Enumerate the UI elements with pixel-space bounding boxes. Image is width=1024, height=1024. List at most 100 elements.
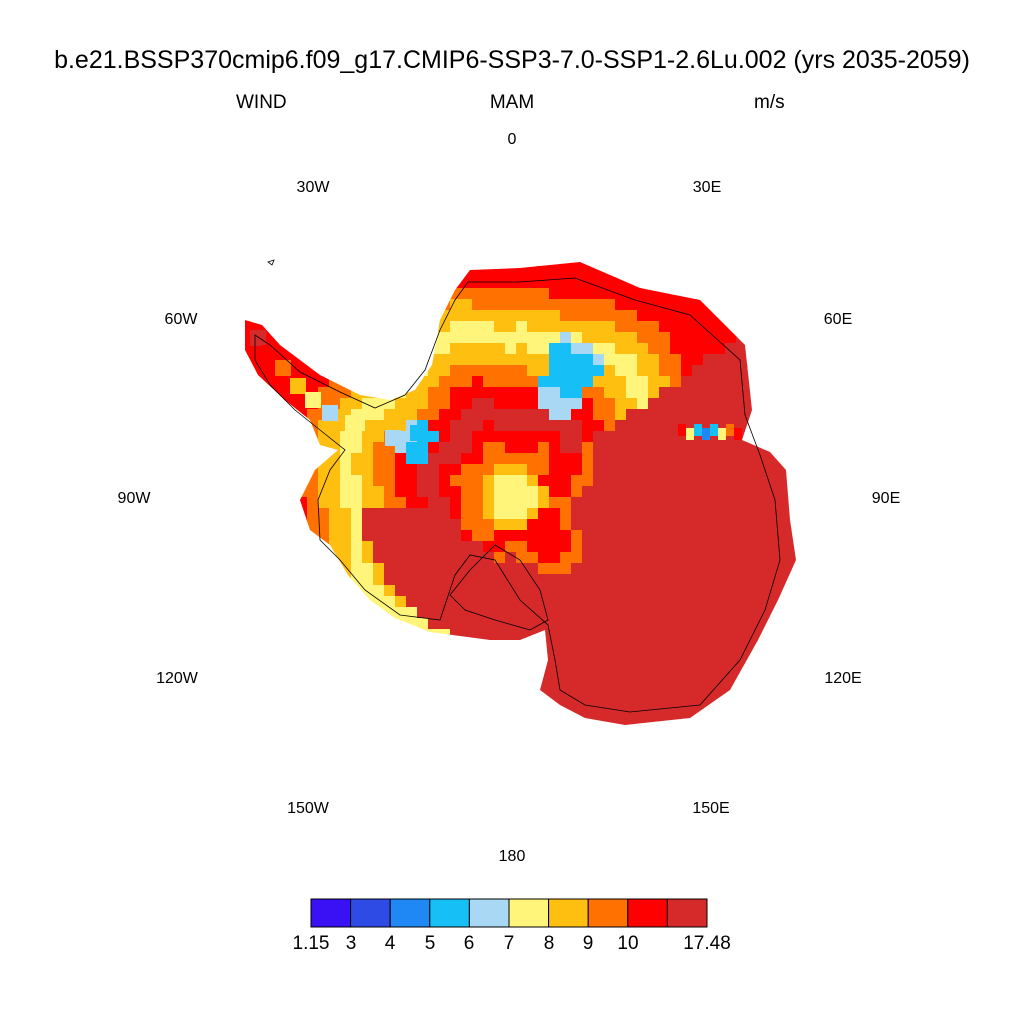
field-cell — [637, 662, 649, 674]
field-cell — [758, 552, 770, 564]
field-cell — [472, 398, 484, 410]
field-cell — [307, 717, 319, 725]
field-cell — [692, 563, 704, 575]
lon-label-90e: 90E — [871, 490, 901, 507]
field-cell — [571, 563, 583, 575]
field-cell — [802, 607, 814, 619]
field-cell — [439, 530, 451, 542]
field-cell — [582, 607, 594, 619]
field-cell — [725, 442, 737, 454]
field-cell — [230, 662, 242, 674]
field-cell — [714, 277, 726, 289]
field-cell — [252, 453, 264, 465]
field-cell — [406, 464, 418, 476]
field-cell — [626, 717, 638, 725]
field-cell — [461, 530, 473, 542]
field-cell — [703, 442, 715, 454]
field-cell — [582, 442, 594, 454]
field-cell — [571, 618, 583, 630]
field-cell — [516, 409, 528, 421]
field-cell — [395, 618, 407, 630]
field-cell — [714, 596, 726, 608]
field-cell — [780, 563, 792, 575]
field-cell — [571, 541, 583, 553]
field-cell — [274, 673, 286, 685]
field-cell — [351, 376, 363, 388]
field-cell — [527, 684, 539, 696]
field-cell — [516, 398, 528, 410]
field-cell — [725, 728, 737, 740]
field-cell — [703, 343, 715, 355]
field-cell — [450, 288, 462, 300]
field-cell — [681, 376, 693, 388]
field-cell — [450, 277, 462, 289]
field-cell — [747, 519, 759, 531]
field-cell — [395, 343, 407, 355]
field-cell — [681, 475, 693, 487]
field-cell — [692, 717, 704, 725]
field-cell — [351, 673, 363, 685]
field-cell — [725, 398, 737, 410]
field-cell — [516, 310, 528, 322]
field-cell — [296, 574, 308, 586]
field-cell — [245, 442, 253, 454]
field-cell — [758, 266, 770, 278]
field-cell — [747, 673, 759, 685]
field-cell — [263, 673, 275, 685]
field-cell — [758, 662, 770, 674]
field-cell — [637, 695, 649, 707]
field-cell — [351, 354, 363, 366]
field-cell — [395, 651, 407, 663]
field-cell — [472, 673, 484, 685]
field-cell — [505, 541, 517, 553]
field-cell — [274, 662, 286, 674]
field-cell — [428, 453, 440, 465]
field-cell — [307, 442, 319, 454]
field-cell — [714, 310, 726, 322]
field-cell — [494, 607, 506, 619]
field-cell — [428, 618, 440, 630]
field-cell — [351, 530, 363, 542]
field-cell — [439, 640, 451, 652]
field-cell — [439, 684, 451, 696]
field-cell — [560, 618, 572, 630]
field-cell — [582, 409, 594, 421]
field-cell — [758, 618, 770, 630]
field-cell — [648, 497, 660, 509]
field-cell — [406, 673, 418, 685]
field-cell — [274, 629, 286, 641]
field-cell — [791, 431, 796, 443]
field-cell — [307, 585, 319, 597]
field-cell — [230, 398, 242, 410]
field-cell — [285, 475, 297, 487]
field-cell — [494, 618, 506, 630]
field-cell — [494, 486, 506, 498]
field-cell — [516, 420, 528, 432]
field-cell — [274, 321, 286, 333]
field-cell — [285, 486, 297, 498]
field-cell — [351, 321, 363, 333]
field-cell — [252, 431, 264, 443]
field-cell — [626, 563, 638, 575]
field-cell — [417, 651, 429, 663]
field-cell — [527, 662, 539, 674]
field-cell — [245, 695, 253, 707]
field-cell — [582, 629, 594, 641]
field-cell — [769, 277, 781, 289]
field-cell — [769, 442, 781, 454]
field-cell — [758, 651, 770, 663]
field-cell — [505, 563, 517, 575]
field-cell — [285, 673, 297, 685]
field-cell — [571, 442, 583, 454]
field-cell — [351, 387, 363, 399]
field-cell — [571, 728, 583, 740]
field-cell — [780, 343, 792, 355]
field-cell — [362, 409, 374, 421]
colorbar-box — [627, 898, 668, 928]
colorbar-label: 1.15 — [292, 933, 330, 954]
field-cell — [593, 673, 605, 685]
field-cell — [362, 332, 374, 344]
field-cell — [230, 508, 242, 520]
field-cell — [670, 662, 682, 674]
field-cell — [714, 497, 726, 509]
